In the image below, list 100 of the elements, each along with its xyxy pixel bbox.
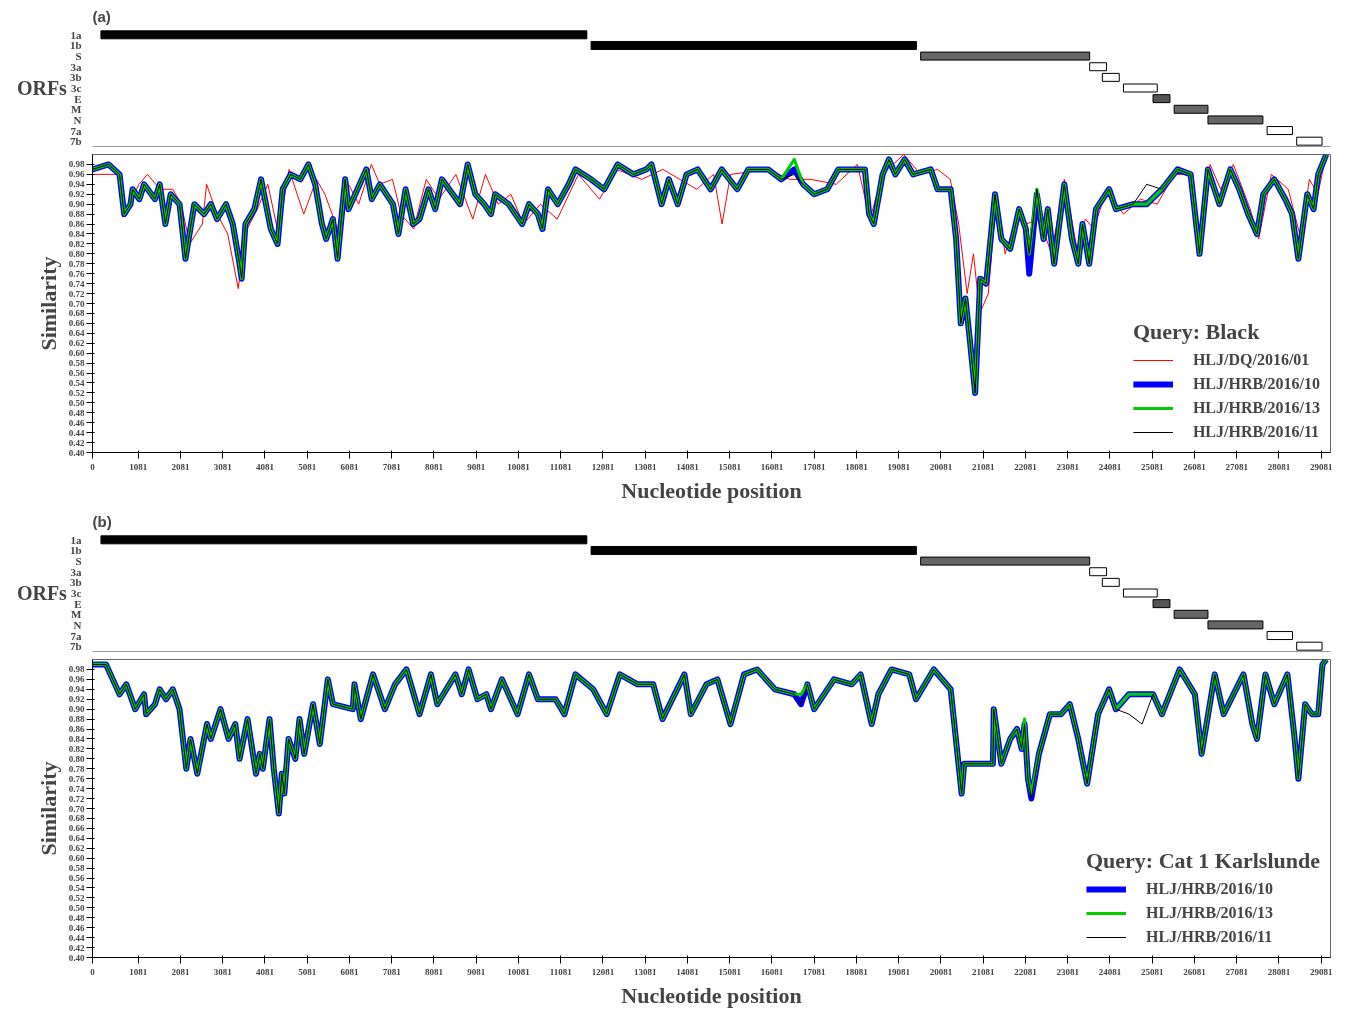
x-tick-label: 24081 <box>1098 966 1122 977</box>
x-tick-label: 1081 <box>129 461 148 472</box>
x-tick-label: 12081 <box>591 461 615 472</box>
x-tick-label: 14081 <box>676 461 700 472</box>
x-tick-label: 28081 <box>1267 461 1291 472</box>
y-tick-label: 0.44 <box>68 427 85 438</box>
y-tick-label: 0.58 <box>68 358 85 369</box>
x-tick-label: 18081 <box>845 461 869 472</box>
y-tick-label: 0.56 <box>68 873 85 884</box>
legend-label: HLJ/HRB/2016/11 <box>1145 928 1273 946</box>
legend-label: HLJ/HRB/2016/10 <box>1192 375 1320 393</box>
y-tick-label: 0.70 <box>68 803 85 814</box>
y-tick-label: 0.46 <box>68 417 85 428</box>
y-tick-label: 3b <box>69 71 82 84</box>
x-tick-label: 21081 <box>971 966 995 977</box>
x-tick-label: 29081 <box>1310 966 1333 977</box>
y-tick-label: 3c <box>71 82 82 94</box>
legend-label: HLJ/HRB/2016/10 <box>1145 880 1274 898</box>
y-tick-label: 0.88 <box>68 714 85 725</box>
y-tick-label: 0.62 <box>68 843 85 854</box>
x-tick-label: 13081 <box>633 461 657 472</box>
x-tick-label: 23081 <box>1056 461 1080 472</box>
legend-title: Query: Cat 1 Karlslunde <box>1085 848 1320 874</box>
y-tick-label: 0.80 <box>68 248 85 259</box>
y-axis-title: Similarity <box>35 256 61 351</box>
y-tick-label: 7a <box>70 629 82 642</box>
x-tick-label: 15081 <box>718 966 742 977</box>
y-tick-label: 0.92 <box>68 189 85 200</box>
y-tick-label: N <box>73 618 82 631</box>
x-tick-label: 2081 <box>171 461 190 472</box>
x-tick-label: 15081 <box>718 461 742 472</box>
x-tick-label: 16081 <box>760 461 784 472</box>
y-tick-label: 0.70 <box>68 298 85 309</box>
chart-title: (b) <box>92 512 112 530</box>
y-tick-label: 0.60 <box>68 348 85 359</box>
x-tick-label: 5081 <box>298 461 317 472</box>
x-tick-label: 6081 <box>340 966 359 977</box>
x-tick-label: 14081 <box>676 966 700 977</box>
y-tick-label: 0.82 <box>68 743 85 754</box>
y-tick-label: 0.64 <box>68 328 85 339</box>
x-tick-label: 27081 <box>1225 461 1249 472</box>
y-tick-label: 0.48 <box>68 407 85 418</box>
x-tick-label: 10081 <box>507 966 531 977</box>
y-tick-label: 0.72 <box>68 288 85 299</box>
y-tick-label: 0.96 <box>68 674 85 685</box>
y-tick-label: 0.50 <box>68 902 85 913</box>
y-tick-label: M <box>71 608 83 621</box>
y-tick-label: 1b <box>69 544 82 557</box>
legend-label: HLJ/HRB/2016/11 <box>1192 423 1320 441</box>
x-tick-label: 8081 <box>424 966 444 977</box>
y-tick-label: 0.40 <box>68 447 85 458</box>
x-tick-label: 26081 <box>1183 461 1207 472</box>
x-tick-label: 2081 <box>171 966 190 977</box>
y-tick-label: S <box>75 555 82 568</box>
x-tick-label: 19081 <box>887 461 911 472</box>
x-tick-label: 13081 <box>633 966 657 977</box>
x-tick-label: 21081 <box>971 461 995 472</box>
y-tick-label: 0.40 <box>68 952 85 963</box>
x-tick-label: 26081 <box>1183 966 1207 977</box>
chart-title: (a) <box>92 7 111 25</box>
y-tick-label: E <box>74 597 82 610</box>
legend-title: Query: Black <box>1132 319 1261 345</box>
y-tick-label: 0.82 <box>68 238 85 249</box>
x-tick-label: 12081 <box>591 966 615 977</box>
x-tick-label: 4081 <box>255 966 275 977</box>
x-tick-label: 6081 <box>340 461 359 472</box>
y-tick-label: 0.76 <box>68 773 85 784</box>
y-tick-label: 0.72 <box>68 793 85 804</box>
y-tick-label: 0.80 <box>68 753 85 764</box>
x-tick-label: 7081 <box>382 966 402 977</box>
x-tick-label: 7081 <box>382 461 402 472</box>
y-tick-label: 0.86 <box>68 724 85 735</box>
y-tick-label: 7a <box>70 124 82 137</box>
y-tick-label: 0.48 <box>68 912 85 923</box>
y-tick-label: 0.90 <box>68 704 85 715</box>
x-tick-label: 3081 <box>213 966 233 977</box>
y-tick-label: 1a <box>70 533 82 546</box>
y-tick-label: 0.98 <box>68 664 85 675</box>
x-tick-label: 23081 <box>1056 966 1080 977</box>
x-tick-label: 11081 <box>549 461 573 472</box>
y-tick-label: 0.54 <box>68 882 85 893</box>
y-tick-label: 0.90 <box>68 199 85 210</box>
y-tick-label: N <box>73 113 82 126</box>
y-tick-label: 0.56 <box>68 368 85 379</box>
y-axis-title: ORFs <box>16 77 68 99</box>
y-tick-label: M <box>71 103 83 116</box>
y-tick-label: 7b <box>69 640 82 653</box>
y-tick-label: 0.50 <box>68 397 85 408</box>
y-tick-label: 0.74 <box>68 783 85 794</box>
y-tick-label: 0.94 <box>68 179 85 190</box>
legend-label: HLJ/DQ/2016/01 <box>1192 351 1310 369</box>
y-tick-label: 0.64 <box>68 833 85 844</box>
y-tick-label: 0.46 <box>68 922 85 933</box>
y-tick-label: 0.76 <box>68 268 85 279</box>
y-tick-label: 0.42 <box>68 942 85 953</box>
y-tick-label: 0.44 <box>68 932 85 943</box>
y-tick-label: 0.68 <box>68 308 85 319</box>
x-tick-label: 19081 <box>887 966 911 977</box>
y-tick-label: 0.52 <box>68 892 85 903</box>
x-axis-title: Nucleotide position <box>621 477 802 503</box>
